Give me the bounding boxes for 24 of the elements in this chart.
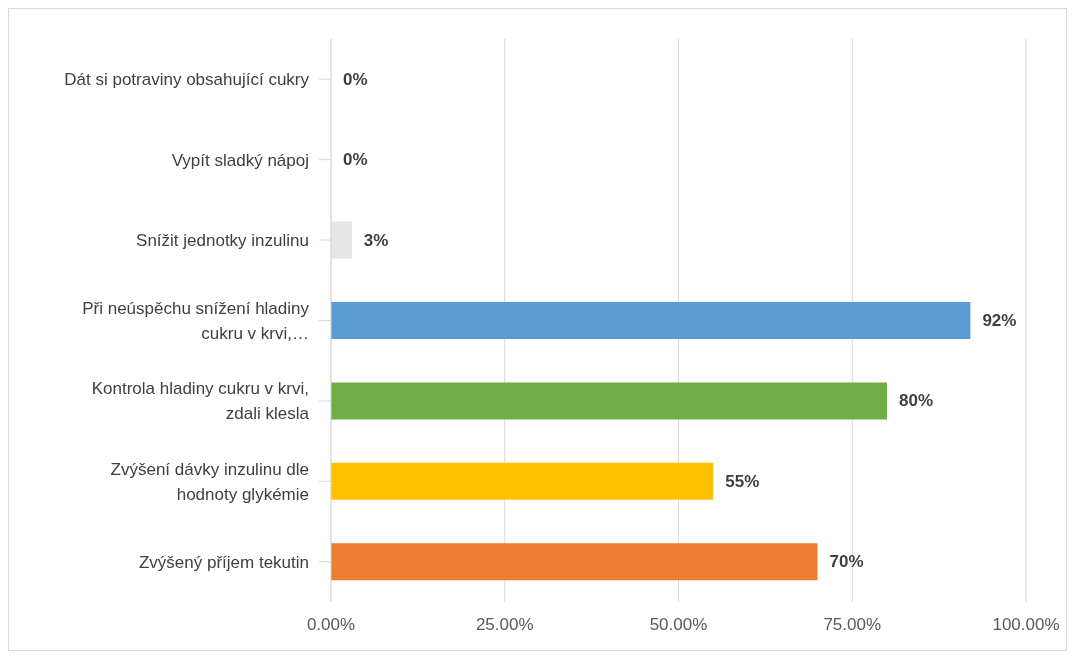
data-label: 0% <box>343 69 368 89</box>
bar <box>331 462 714 500</box>
bar <box>331 221 352 259</box>
x-tick-label: 100.00% <box>992 615 1060 635</box>
y-tick-label: Zvýšený příjem tekutin <box>138 552 309 572</box>
data-label: 0% <box>343 150 368 170</box>
bar <box>331 302 971 339</box>
x-tick-label: 50.00% <box>649 615 708 635</box>
data-label: 55% <box>725 471 760 491</box>
data-label: 3% <box>363 230 389 250</box>
y-tick-label: Vypít sladký nápoj <box>171 150 309 170</box>
data-label: 70% <box>829 552 864 572</box>
y-tick-label: Snížit jednotky inzulinu <box>136 230 309 250</box>
x-tick-label: 0.00% <box>306 615 356 635</box>
y-tick-label: Kontrola hladiny cukru v krvi, zdali klesla <box>91 378 310 423</box>
y-tick-label: Při neúspěchu snížení hladiny cukru v krvi,… <box>82 298 310 343</box>
x-tick-label: 75.00% <box>823 615 882 635</box>
y-tick-label: Dát si potraviny obsahující cukry <box>64 69 310 89</box>
y-tick-label: Zvýšení dávky inzulinu dle hodnoty glykémie <box>110 459 309 504</box>
bar <box>331 543 818 581</box>
data-label: 92% <box>982 311 1017 330</box>
bar <box>331 382 887 420</box>
x-tick-label: 25.00% <box>475 615 534 635</box>
data-label: 80% <box>899 391 934 411</box>
